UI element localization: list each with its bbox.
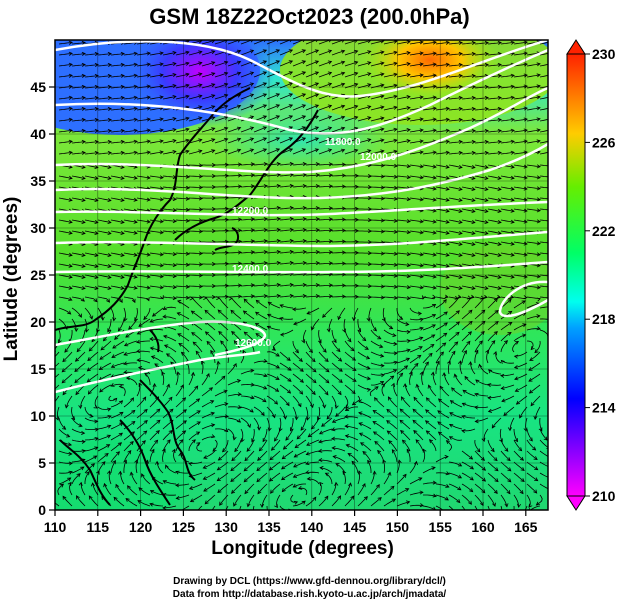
x-tick-label: 155 bbox=[429, 519, 453, 535]
x-tick-label: 110 bbox=[44, 519, 67, 535]
x-tick-label: 130 bbox=[215, 519, 239, 535]
y-tick-label: 40 bbox=[30, 126, 46, 142]
colorbar-label: 230 bbox=[592, 46, 616, 62]
x-tick-label: 165 bbox=[514, 519, 538, 535]
y-tick-label: 10 bbox=[30, 408, 46, 424]
colorbar-label: 214 bbox=[592, 400, 616, 416]
contour-labels: 11800.0 12000.0 12200.0 12400.0 12600.0 bbox=[232, 137, 397, 349]
contour-label: 12000.0 bbox=[360, 152, 397, 163]
colorbar-label: 226 bbox=[592, 134, 616, 150]
x-tick-label: 145 bbox=[343, 519, 367, 535]
x-tick-label: 115 bbox=[87, 519, 110, 535]
x-tick-label: 135 bbox=[257, 519, 281, 535]
x-tick-label: 125 bbox=[172, 519, 196, 535]
colorbar-label: 210 bbox=[592, 488, 616, 504]
y-tick-label: 25 bbox=[30, 267, 46, 283]
coastline bbox=[55, 87, 319, 506]
y-tick-labels: 0 5 10 15 20 25 30 35 40 45 bbox=[30, 79, 46, 518]
credit-line: Data from http://database.rish.kyoto-u.a… bbox=[172, 589, 447, 600]
x-tick-label: 160 bbox=[471, 519, 495, 535]
x-tick-label: 150 bbox=[386, 519, 410, 535]
contour-label: 12400.0 bbox=[232, 264, 269, 275]
y-tick-label: 15 bbox=[30, 361, 46, 377]
y-tick-label: 0 bbox=[38, 502, 46, 518]
colorbar-label: 222 bbox=[592, 223, 616, 239]
y-axis-label: Latitude (degrees) bbox=[1, 196, 22, 362]
x-tick-labels: 110 115 120 125 130 135 140 145 150 155 160 165 bbox=[44, 519, 538, 535]
x-tick-label: 120 bbox=[129, 519, 153, 535]
contour-label: 12200.0 bbox=[232, 206, 269, 217]
y-tick-label: 35 bbox=[30, 173, 46, 189]
x-axis-label: Longitude (degrees) bbox=[211, 538, 394, 559]
y-tick-label: 45 bbox=[30, 79, 46, 95]
x-tick-label: 140 bbox=[300, 519, 324, 535]
y-tick-label: 20 bbox=[30, 314, 46, 330]
colorbar: 230 226 222 218 214 210 bbox=[566, 39, 616, 511]
y-tick-label: 5 bbox=[38, 455, 46, 471]
y-tick-label: 30 bbox=[30, 220, 46, 236]
contour-label: 11800.0 bbox=[325, 137, 361, 148]
map-title: GSM 18Z22Oct2023 (200.0hPa) bbox=[149, 4, 470, 29]
temperature-field: 11800.0 12000.0 12200.0 12400.0 12600.0 bbox=[55, 40, 548, 510]
credit-line: Drawing by DCL (https://www.gfd-dennou.o… bbox=[173, 576, 446, 587]
colorbar-label: 218 bbox=[592, 311, 616, 327]
contour-label: 12600.0 bbox=[235, 338, 272, 349]
